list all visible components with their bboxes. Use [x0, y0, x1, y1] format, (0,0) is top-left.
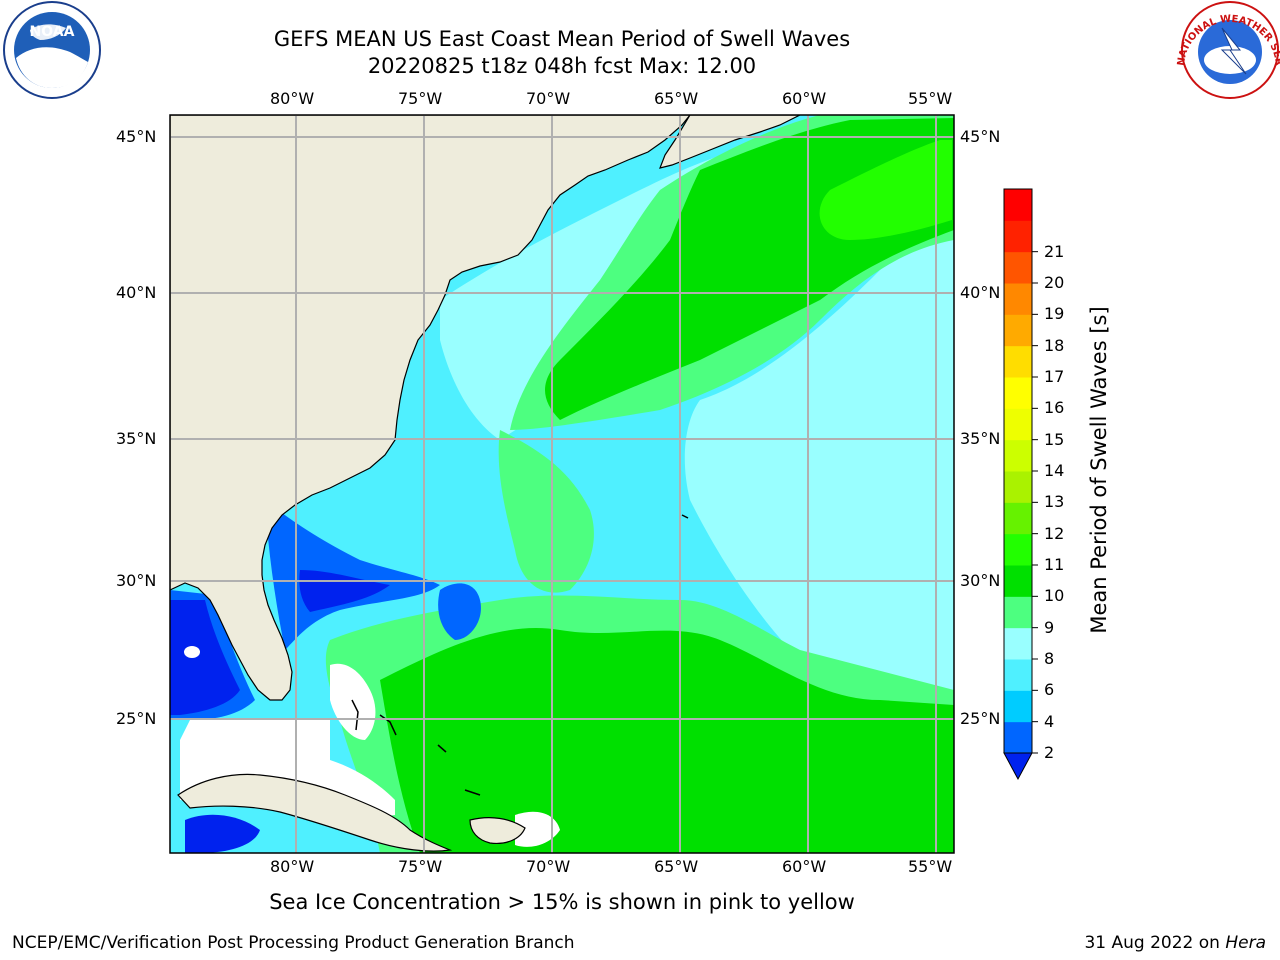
- colorbar-tick-label: 20: [1044, 273, 1064, 292]
- sea-ice-caption: Sea Ice Concentration > 15% is shown in …: [170, 890, 954, 914]
- colorbar-tick-label: 19: [1044, 304, 1064, 323]
- lon-label-top-80w: 80°W: [270, 89, 314, 108]
- colorbar-segment: [1004, 346, 1032, 378]
- colorbar-tick-label: 8: [1044, 649, 1054, 668]
- colorbar-label: Mean Period of Swell Waves [s]: [1087, 306, 1111, 633]
- colorbar-tick-label: 16: [1044, 398, 1064, 417]
- lat-label-left-45n: 45°N: [116, 127, 156, 146]
- lon-label-bottom-75w: 75°W: [398, 857, 442, 876]
- undefined-data-gulf-spot: [184, 646, 200, 658]
- colorbar-segment: [1004, 408, 1032, 440]
- noaa-logo: NOAA: [4, 2, 100, 98]
- colorbar-tick-label: 11: [1044, 555, 1064, 574]
- lon-label-bottom-65w: 65°W: [654, 857, 698, 876]
- lat-label-right-25n: 25°N: [960, 709, 1000, 728]
- colorbar-tick-label: 13: [1044, 492, 1064, 511]
- lat-label-left-30n: 30°N: [116, 571, 156, 590]
- colorbar-segment: [1004, 189, 1032, 221]
- lon-label-bottom-80w: 80°W: [270, 857, 314, 876]
- lon-label-top-55w: 55°W: [908, 89, 952, 108]
- colorbar: [1004, 189, 1038, 779]
- colorbar-tick-label: 15: [1044, 430, 1064, 449]
- lon-label-top-75w: 75°W: [398, 89, 442, 108]
- colorbar-tick-label: 21: [1044, 242, 1064, 261]
- svg-text:NOAA: NOAA: [30, 24, 75, 40]
- colorbar-segment: [1004, 722, 1032, 754]
- footer-machine: Hera: [1225, 933, 1266, 953]
- colorbar-segment: [1004, 440, 1032, 472]
- lat-label-left-35n: 35°N: [116, 429, 156, 448]
- colorbar-segment: [1004, 596, 1032, 628]
- colorbar-segment: [1004, 628, 1032, 660]
- colorbar-tick-label: 9: [1044, 618, 1054, 637]
- colorbar-segment: [1004, 534, 1032, 566]
- lat-label-right-30n: 30°N: [960, 571, 1000, 590]
- colorbar-tick-label: 4: [1044, 712, 1054, 731]
- colorbar-segment: [1004, 377, 1032, 409]
- colorbar-segment: [1004, 502, 1032, 534]
- lon-label-top-70w: 70°W: [526, 89, 570, 108]
- colorbar-segment: [1004, 659, 1032, 691]
- colorbar-segment: [1004, 252, 1032, 284]
- footer-date-text: 31 Aug 2022 on: [1084, 933, 1225, 953]
- colorbar-segment: [1004, 471, 1032, 503]
- lon-label-top-60w: 60°W: [782, 89, 826, 108]
- lon-label-top-65w: 65°W: [654, 89, 698, 108]
- swell-period-map: [170, 115, 954, 853]
- colorbar-tick-label: 12: [1044, 524, 1064, 543]
- lat-label-right-45n: 45°N: [960, 127, 1000, 146]
- lat-label-right-35n: 35°N: [960, 429, 1000, 448]
- colorbar-segment: [1004, 220, 1032, 252]
- lat-label-right-40n: 40°N: [960, 283, 1000, 302]
- colorbar-tick-label: 17: [1044, 367, 1064, 386]
- footer-date: 31 Aug 2022 on Hera: [1084, 933, 1266, 953]
- lat-label-left-25n: 25°N: [116, 709, 156, 728]
- chart-title: GEFS MEAN US East Coast Mean Period of S…: [170, 27, 954, 51]
- lon-label-bottom-60w: 60°W: [782, 857, 826, 876]
- colorbar-under-triangle: [1004, 753, 1032, 779]
- colorbar-segment: [1004, 314, 1032, 346]
- colorbar-tick-label: 6: [1044, 680, 1054, 699]
- colorbar-segment: [1004, 565, 1032, 597]
- colorbar-tick-label: 10: [1044, 586, 1064, 605]
- colorbar-segment: [1004, 283, 1032, 315]
- lat-label-left-40n: 40°N: [116, 283, 156, 302]
- colorbar-segment: [1004, 690, 1032, 722]
- colorbar-tick-label: 18: [1044, 336, 1064, 355]
- chart-subtitle: 20220825 t18z 048h fcst Max: 12.00: [170, 54, 954, 78]
- colorbar-tick-label: 2: [1044, 743, 1054, 762]
- footer-credit: NCEP/EMC/Verification Post Processing Pr…: [12, 933, 575, 953]
- lon-label-bottom-70w: 70°W: [526, 857, 570, 876]
- lon-label-bottom-55w: 55°W: [908, 857, 952, 876]
- colorbar-tick-label: 14: [1044, 461, 1064, 480]
